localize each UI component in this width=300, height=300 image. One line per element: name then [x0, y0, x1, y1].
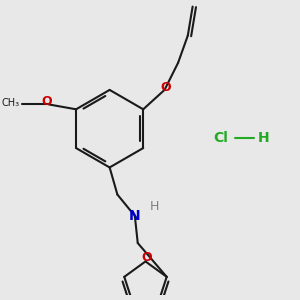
- Text: O: O: [141, 251, 152, 264]
- Text: Cl: Cl: [213, 131, 228, 146]
- Text: H: H: [258, 131, 269, 146]
- Text: H: H: [149, 200, 159, 213]
- Text: O: O: [160, 82, 171, 94]
- Text: O: O: [42, 95, 52, 108]
- Text: CH₃: CH₃: [1, 98, 19, 109]
- Text: N: N: [129, 209, 141, 223]
